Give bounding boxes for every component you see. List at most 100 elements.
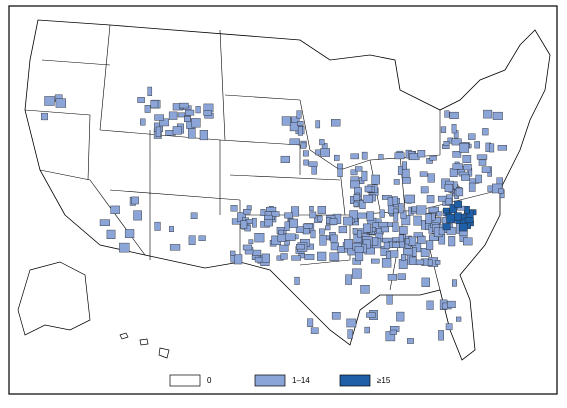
county (436, 211, 442, 217)
county (302, 223, 313, 229)
county (294, 276, 300, 285)
legend-swatch (169, 374, 201, 387)
county (393, 212, 399, 222)
legend-label: ≥15 (377, 376, 391, 385)
county (308, 161, 318, 167)
county (445, 323, 453, 331)
county (413, 215, 422, 226)
county (417, 236, 426, 244)
county (401, 168, 410, 179)
county (284, 221, 290, 231)
county (399, 226, 408, 235)
county (371, 174, 380, 185)
county (350, 180, 360, 189)
county (468, 182, 476, 192)
county (462, 155, 472, 163)
county (401, 254, 407, 261)
county (451, 279, 457, 287)
county (393, 179, 400, 185)
county (188, 235, 196, 245)
county (386, 294, 393, 305)
county (243, 209, 251, 215)
county (443, 207, 450, 214)
county (417, 150, 426, 158)
county (366, 312, 376, 318)
county (337, 163, 343, 170)
county (394, 152, 405, 160)
county (446, 213, 456, 224)
county (345, 274, 353, 285)
county (233, 254, 243, 265)
county (260, 209, 266, 216)
county (354, 246, 364, 253)
county (361, 170, 368, 182)
county (296, 244, 305, 250)
county (412, 247, 417, 257)
county (172, 126, 182, 135)
county (311, 165, 317, 175)
county (179, 102, 189, 109)
county (402, 177, 411, 184)
county (317, 251, 327, 261)
county (387, 197, 394, 207)
county (438, 330, 444, 341)
county (131, 196, 139, 205)
legend-swatch (254, 374, 286, 387)
county (319, 139, 325, 146)
state-borders (24, 24, 501, 291)
county (489, 143, 495, 153)
county (140, 118, 146, 126)
county (347, 329, 353, 339)
county (454, 212, 462, 221)
county (349, 210, 358, 220)
county (190, 212, 198, 219)
county (464, 206, 470, 214)
county (452, 163, 463, 170)
county (300, 142, 307, 149)
county (403, 248, 413, 256)
county (317, 215, 323, 222)
county (463, 237, 473, 246)
county (329, 252, 340, 261)
county (359, 200, 366, 209)
county (455, 187, 464, 197)
county (387, 274, 397, 281)
county (442, 223, 451, 231)
county (498, 188, 504, 194)
county (309, 211, 317, 219)
county (398, 203, 404, 214)
county (449, 204, 457, 214)
county (392, 222, 399, 232)
county (402, 161, 407, 170)
county (407, 338, 414, 344)
county (137, 97, 145, 103)
county (362, 223, 371, 233)
county (497, 145, 507, 151)
county (261, 253, 270, 263)
county (461, 174, 470, 181)
county (482, 128, 489, 136)
county (169, 244, 181, 251)
county (144, 105, 151, 113)
county (55, 98, 67, 108)
county (110, 205, 120, 214)
county (360, 285, 370, 294)
county (199, 130, 208, 141)
county (420, 186, 429, 194)
county (385, 251, 391, 259)
county (459, 223, 468, 232)
county (398, 234, 404, 243)
county (230, 205, 238, 212)
county (444, 183, 453, 193)
county (168, 226, 174, 232)
county (364, 185, 373, 193)
county (366, 211, 375, 222)
county (481, 166, 491, 173)
county (352, 268, 362, 279)
county (398, 259, 408, 269)
county (289, 218, 298, 228)
county (440, 126, 447, 133)
county (266, 206, 277, 212)
county (331, 312, 341, 320)
county (397, 166, 403, 175)
